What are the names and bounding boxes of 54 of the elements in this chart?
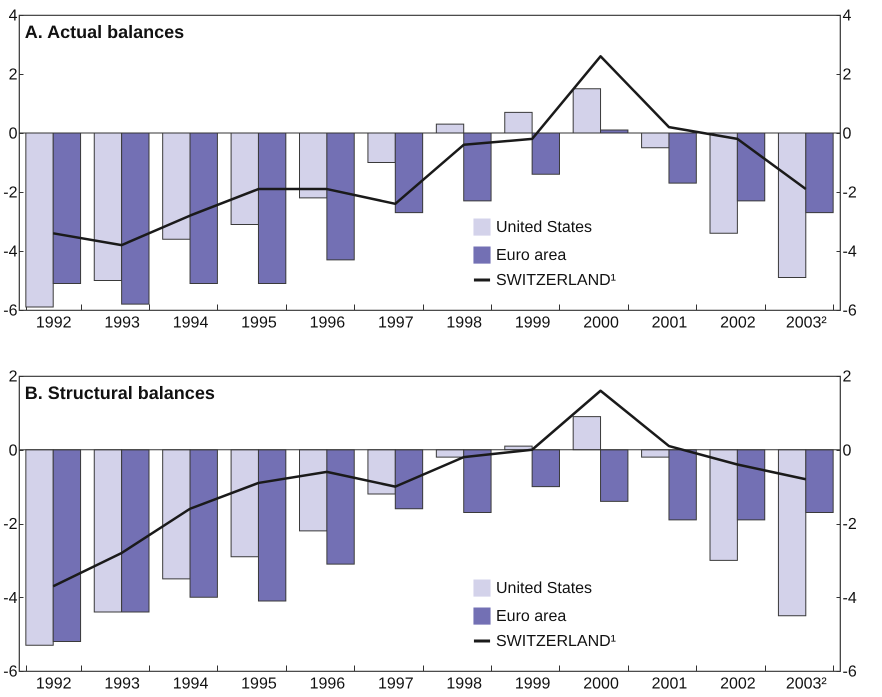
x-tick-label: 1995 <box>241 676 277 692</box>
x-tick-label: 1992 <box>36 676 72 692</box>
y2-tick-label: -6 <box>842 664 857 680</box>
x-tick-label: 2002 <box>720 676 756 692</box>
x-tick-label: 1999 <box>514 314 551 332</box>
y2-tick-label: -4 <box>842 244 857 260</box>
y-tick-label: 2 <box>8 66 18 84</box>
x-tick-label: 1992 <box>36 314 72 332</box>
y-tick-label: -4 <box>3 590 18 607</box>
y-tick-label: 2 <box>8 368 18 386</box>
y2-tick-label: -2 <box>842 184 857 202</box>
x-tick-label: 1998 <box>446 314 482 332</box>
x-tick-label: 1994 <box>172 314 208 332</box>
x-tick-label: 1993 <box>104 314 140 332</box>
legend-label: United States <box>496 580 592 597</box>
y-tick-label: -2 <box>3 516 18 533</box>
legend-label: SWITZERLAND¹ <box>496 272 616 289</box>
legend-label: SWITZERLAND¹ <box>496 633 616 650</box>
x-tick-label: 1998 <box>446 676 482 692</box>
y2-tick-label: -6 <box>842 302 857 320</box>
y2-tick-label: -4 <box>842 590 857 607</box>
y2-tick-label: 4 <box>842 8 852 24</box>
y2-tick-label: -2 <box>842 516 857 533</box>
y2-tick-label: 2 <box>842 368 852 386</box>
y-tick-label: -2 <box>3 184 18 202</box>
legend-label: Euro area <box>496 608 566 625</box>
x-tick-label: 2003² <box>786 314 828 332</box>
chart-title: A. Actual balances <box>24 22 184 42</box>
x-tick-label: 1993 <box>104 676 140 692</box>
x-tick-label: 2003² <box>786 676 828 692</box>
y-tick-label: 0 <box>8 442 18 460</box>
x-tick-label: 1996 <box>310 676 346 692</box>
x-tick-label: 1995 <box>241 314 277 332</box>
y-tick-label: 0 <box>8 126 18 142</box>
x-tick-label: 2002 <box>720 314 756 332</box>
legend-label: United States <box>496 219 592 236</box>
x-tick-label: 2000 <box>583 314 619 332</box>
x-tick-label: 2001 <box>652 676 688 692</box>
x-tick-label: 2001 <box>652 314 688 332</box>
legend-label: Euro area <box>496 247 566 264</box>
y-tick-label: -6 <box>3 664 18 680</box>
x-tick-label: 1997 <box>378 314 414 332</box>
chart-title: B. Structural balances <box>24 383 215 403</box>
x-tick-label: 1994 <box>172 676 208 692</box>
x-tick-label: 1997 <box>378 676 414 692</box>
x-tick-label: 1996 <box>310 314 346 332</box>
y-tick-label: -4 <box>3 244 18 260</box>
y-tick-label: -6 <box>3 302 18 320</box>
y-tick-label: 4 <box>8 8 18 24</box>
x-tick-label: 2000 <box>583 676 619 692</box>
y2-tick-label: 2 <box>842 66 852 84</box>
y2-tick-label: 0 <box>842 442 852 460</box>
x-tick-label: 1999 <box>514 676 551 692</box>
y2-tick-label: 0 <box>842 126 852 142</box>
